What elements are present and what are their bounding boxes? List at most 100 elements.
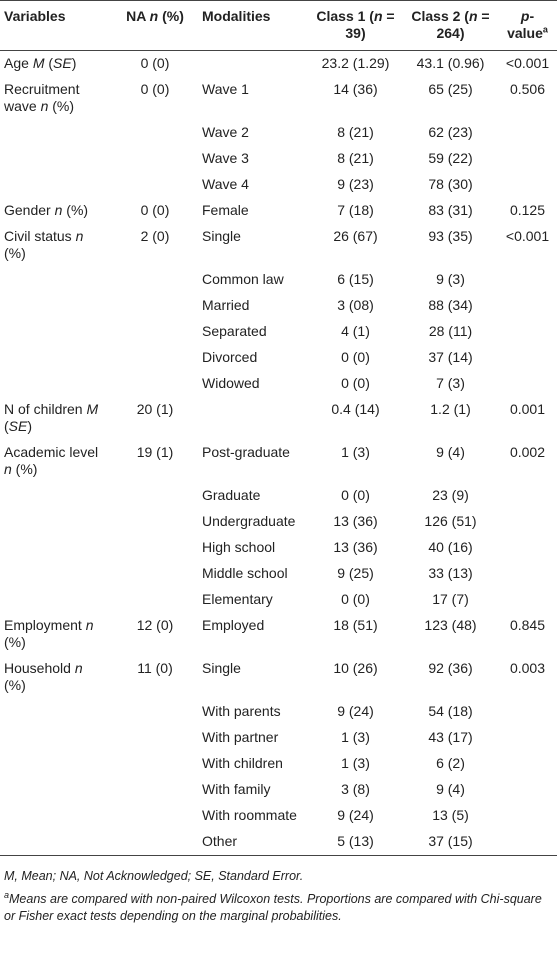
variable-cell: Recruitment wave n (%) [0,77,112,120]
class-2-cell: 28 (11) [428,323,473,339]
class-2-cell: 62 (23) [428,124,473,140]
text-part: M, Mean; NA, Not Acknowledged; SE, Stand… [4,869,304,883]
text-part: (%) [158,8,184,24]
text-part: Academic level [4,444,99,460]
variable-cell [0,725,112,751]
class-1-cell: 10 (26) [333,660,378,676]
p-value-cell [498,345,557,371]
class-2-cell: 43.1 (0.96) [416,55,485,71]
class-1-cell: 4 (1) [341,323,370,339]
class-2-cell: 9 (3) [436,271,465,287]
na-cell [112,483,198,509]
table-row: Middle school 9 (25) 33 (13) [0,561,557,587]
variable-cell: Household n (%) [0,656,112,699]
na-cell [112,120,198,146]
text-part: Recruitment wave [4,81,80,114]
header-cell: Class 1 (n = 39) [308,1,403,51]
class-2-cell: 59 (22) [428,150,473,166]
table-row: Academic level n (%) 19 (1) Post-graduate 1… [0,440,557,483]
text-part: NA [126,8,150,24]
italic-part: n [373,8,383,24]
p-value-cell [498,725,557,751]
italic-part: n [74,660,83,676]
text-part: = 264) [436,8,490,41]
na-cell: 19 (1) [136,444,174,460]
p-value-cell [498,483,557,509]
class-1-cell: 1 (3) [341,755,370,771]
class-2-cell: 40 (16) [428,539,473,555]
p-value-cell [498,829,557,856]
modality-cell: Separated [202,323,267,339]
footnote: M, Mean; NA, Not Acknowledged; SE, Stand… [4,868,553,885]
modality-cell: Undergraduate [202,513,296,529]
text-part: ) [71,55,77,71]
class-2-cell: 37 (14) [428,349,473,365]
modality-cell: Wave 2 [202,124,249,140]
data-table: Variables NA n (%) Modalities Class 1 (n = … [0,0,557,856]
table-row: Elementary 0 (0) 17 (7) [0,587,557,613]
class-2-cell: 123 (48) [424,617,477,633]
variable-cell [0,561,112,587]
text-part: (%) [4,245,26,261]
na-cell [112,293,198,319]
class-2-cell: 7 (3) [436,375,465,391]
modality-cell: Single [202,228,241,244]
p-value-cell [498,509,557,535]
class-1-cell: 1 (3) [341,729,370,745]
italic-part: n [54,202,63,218]
class-1-cell: 9 (24) [337,703,374,719]
modality-cell: With partner [202,729,279,745]
p-value-cell: 0.125 [509,202,546,218]
modality-cell: Female [202,202,249,218]
modality-cell: Other [202,833,238,849]
italic-part: p [520,8,530,24]
p-value-cell [498,267,557,293]
variable-cell [0,319,112,345]
modality-cell: With parents [202,703,281,719]
class-2-cell: 65 (25) [428,81,473,97]
table-row: Household n (%) 11 (0) Single 10 (26) 92 (36… [0,656,557,699]
text-part: (%) [11,461,38,477]
class-1-cell: 9 (24) [337,807,374,823]
na-cell [112,725,198,751]
table-row: Graduate 0 (0) 23 (9) [0,483,557,509]
text-part: Employment [4,617,86,633]
na-cell: 12 (0) [136,617,174,633]
variable-cell [0,587,112,613]
text-part: ( [4,418,9,434]
header-cell: NA n (%) [112,1,198,51]
table-row: Wave 2 8 (21) 62 (23) [0,120,557,146]
modality-cell [198,397,308,440]
header-row: Variables NA n (%) Modalities Class 1 (n = … [0,0,557,51]
variable-cell [0,120,112,146]
class-2-cell: 88 (34) [428,297,473,313]
modality-cell: Elementary [202,591,273,607]
class-1-cell: 0 (0) [341,591,370,607]
na-cell [112,587,198,613]
class-2-cell: 78 (30) [428,176,473,192]
class-1-cell: 0 (0) [341,349,370,365]
text-part: (%) [48,98,75,114]
text-part: (%) [4,634,26,650]
p-value-cell [498,751,557,777]
modality-cell: Widowed [202,375,260,391]
italic-part: M [32,55,45,71]
text-part: Gender [4,202,55,218]
table-row: With partner 1 (3) 43 (17) [0,725,557,751]
na-cell [112,751,198,777]
table-row: With parents 9 (24) 54 (18) [0,699,557,725]
modality-cell: Married [202,297,250,313]
variable-cell: Age M (SE) [0,51,112,78]
class-1-cell: 9 (23) [337,176,374,192]
modality-cell: Graduate [202,487,261,503]
p-value-cell: 0.001 [509,401,546,417]
text-part: Means are compared with non-paired Wilco… [4,892,542,923]
italic-part: SE [53,55,72,71]
table-row: Married 3 (08) 88 (34) [0,293,557,319]
na-cell: 0 (0) [140,55,170,71]
variable-cell: Academic level n (%) [0,440,112,483]
variable-cell [0,267,112,293]
italic-part: SE [8,418,28,434]
na-cell: 11 (0) [137,660,173,676]
